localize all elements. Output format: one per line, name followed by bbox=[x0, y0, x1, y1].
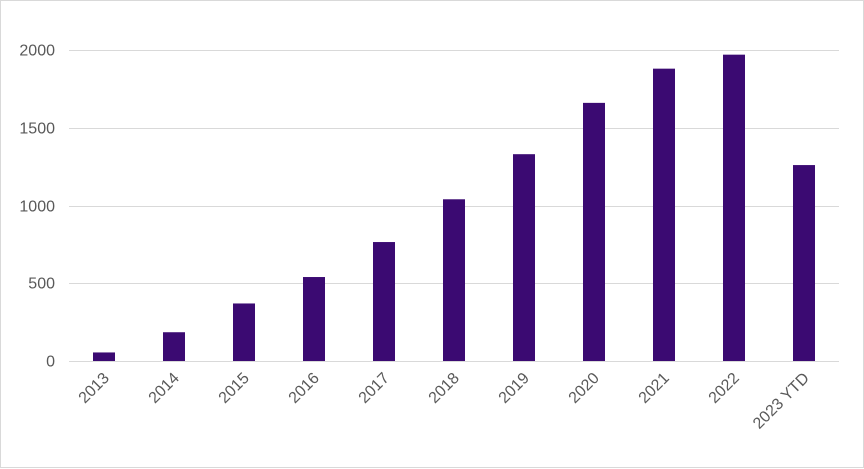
x-tick-label: 2021 bbox=[636, 370, 673, 407]
x-tick-label: 2022 bbox=[706, 370, 743, 407]
y-tick-label: 1500 bbox=[19, 121, 55, 138]
bar-2023-ytd bbox=[793, 165, 815, 361]
bar-2021 bbox=[653, 68, 675, 361]
x-tick-label: 2014 bbox=[146, 370, 183, 407]
x-tick-label: 2018 bbox=[426, 370, 463, 407]
bar-2016 bbox=[303, 277, 325, 361]
y-axis-tick-labels: 0 500 1000 1500 2000 bbox=[19, 43, 55, 371]
x-tick-label: 2020 bbox=[566, 370, 603, 407]
y-tick-label: 500 bbox=[28, 276, 55, 293]
x-tick-label: 2019 bbox=[496, 370, 533, 407]
y-tick-label: 2000 bbox=[19, 43, 55, 60]
bar-2015 bbox=[233, 303, 255, 361]
x-tick-label: 2015 bbox=[216, 370, 253, 407]
bar-2013 bbox=[93, 352, 115, 361]
bars bbox=[93, 54, 815, 362]
x-tick-label: 2016 bbox=[286, 370, 323, 407]
bar-2020 bbox=[583, 102, 605, 362]
y-tick-label: 0 bbox=[46, 354, 55, 371]
bar-2014 bbox=[163, 332, 185, 361]
y-tick-label: 1000 bbox=[19, 199, 55, 216]
x-axis-tick-labels: 2013 2014 2015 2016 2017 2018 2019 2020 2021 2022… bbox=[76, 370, 813, 433]
x-tick-label: 2023 YTD bbox=[750, 370, 813, 433]
x-tick-label: 2017 bbox=[356, 370, 393, 407]
bar-2017 bbox=[373, 242, 395, 361]
bar-2022 bbox=[723, 54, 745, 361]
x-tick-label: 2013 bbox=[76, 370, 113, 407]
bar-2019 bbox=[513, 154, 535, 361]
bar-2018 bbox=[443, 199, 465, 361]
